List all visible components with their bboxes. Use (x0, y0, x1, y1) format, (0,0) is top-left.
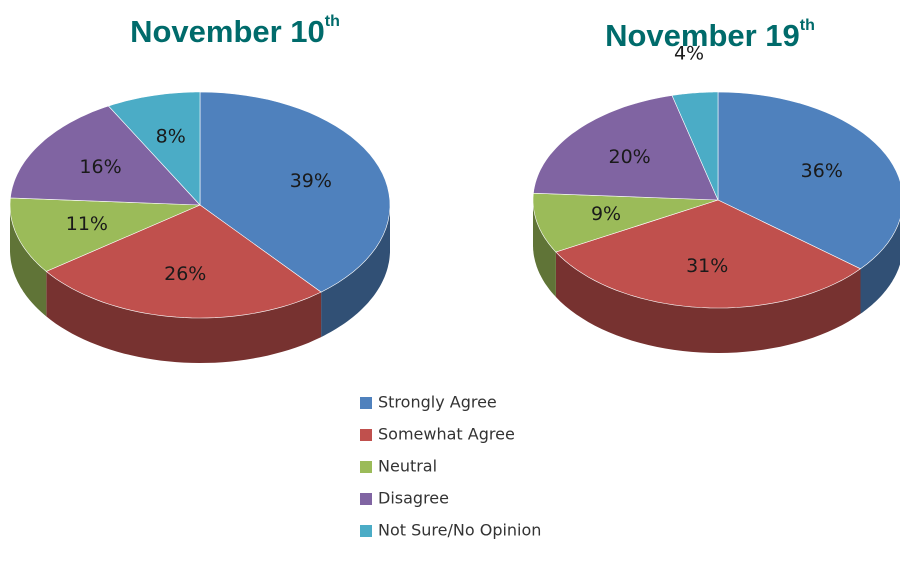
legend-swatch (360, 397, 372, 409)
slice (532, 192, 719, 253)
slice (45, 204, 322, 319)
legend-swatch (360, 429, 372, 441)
legend-label: Somewhat Agree (378, 425, 515, 444)
data-label: 9% (591, 203, 621, 225)
legend-label: Not Sure/No Opinion (378, 521, 541, 540)
data-label: 8% (156, 126, 186, 148)
slice (671, 91, 719, 201)
slice (107, 91, 201, 206)
data-label: 36% (801, 160, 843, 182)
slice (9, 197, 201, 272)
legend-swatch (360, 525, 372, 537)
slice (555, 199, 862, 309)
data-label: 16% (79, 156, 121, 178)
chart-title: November 19th (605, 17, 815, 53)
data-label: 39% (290, 170, 332, 192)
legend-label: Strongly Agree (378, 393, 497, 412)
data-label: 26% (164, 263, 206, 285)
slice-side (860, 219, 900, 314)
slice (199, 91, 391, 293)
slice-side (533, 200, 556, 297)
slice-side (46, 271, 322, 363)
slice (10, 105, 201, 206)
title-sup: th (800, 17, 815, 34)
slice-side (10, 205, 47, 317)
data-label: 11% (66, 213, 108, 235)
legend-swatch (360, 461, 372, 473)
data-label: 4% (674, 43, 704, 65)
slice (533, 95, 719, 201)
legend-label: Disagree (378, 489, 449, 508)
legend-label: Neutral (378, 457, 437, 476)
title-sup: th (325, 13, 340, 30)
chart-title: November 10th (130, 13, 340, 49)
title-main: November 19 (605, 18, 800, 53)
slice (717, 91, 900, 270)
legend-swatch (360, 493, 372, 505)
slice-side (555, 252, 861, 353)
data-label: 20% (609, 146, 651, 168)
data-label: 31% (686, 255, 728, 277)
title-main: November 10 (130, 14, 325, 49)
slice-side (321, 205, 390, 338)
